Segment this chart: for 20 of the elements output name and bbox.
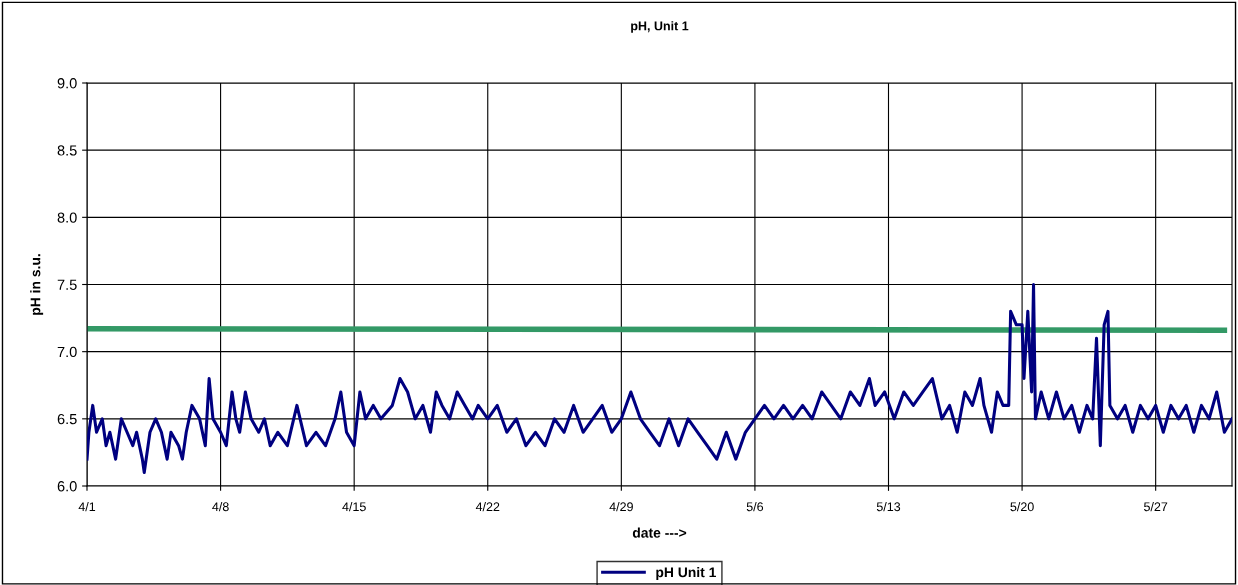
x-tick-label: 5/20	[1010, 501, 1034, 512]
chart-title: pH, Unit 1	[631, 21, 689, 33]
x-tick-label: 4/1	[78, 501, 96, 512]
y-tick-label: 7.0	[57, 346, 77, 358]
y-tick-label: 8.0	[57, 212, 77, 223]
legend-label: pH Unit 1	[656, 567, 716, 580]
x-tick-label: 5/6	[746, 501, 764, 512]
y-tick-label: 7.5	[57, 279, 77, 290]
y-tick-label: 9.0	[57, 78, 77, 89]
x-tick-label: 4/29	[609, 501, 633, 512]
x-axis-title: date --->	[632, 527, 687, 538]
x-tick-label: 5/13	[876, 501, 901, 512]
y-tick-label: 8.5	[57, 145, 77, 156]
x-tick-label: 4/8	[212, 501, 229, 512]
y-tick-label: 6.5	[57, 413, 77, 425]
x-tick-label: 5/27	[1144, 501, 1168, 512]
x-tick-label: 4/22	[475, 501, 500, 512]
y-axis-title: pH in s.u.	[30, 254, 44, 315]
x-tick-label: 4/15	[342, 501, 366, 512]
y-tick-label: 6.0	[57, 481, 77, 492]
